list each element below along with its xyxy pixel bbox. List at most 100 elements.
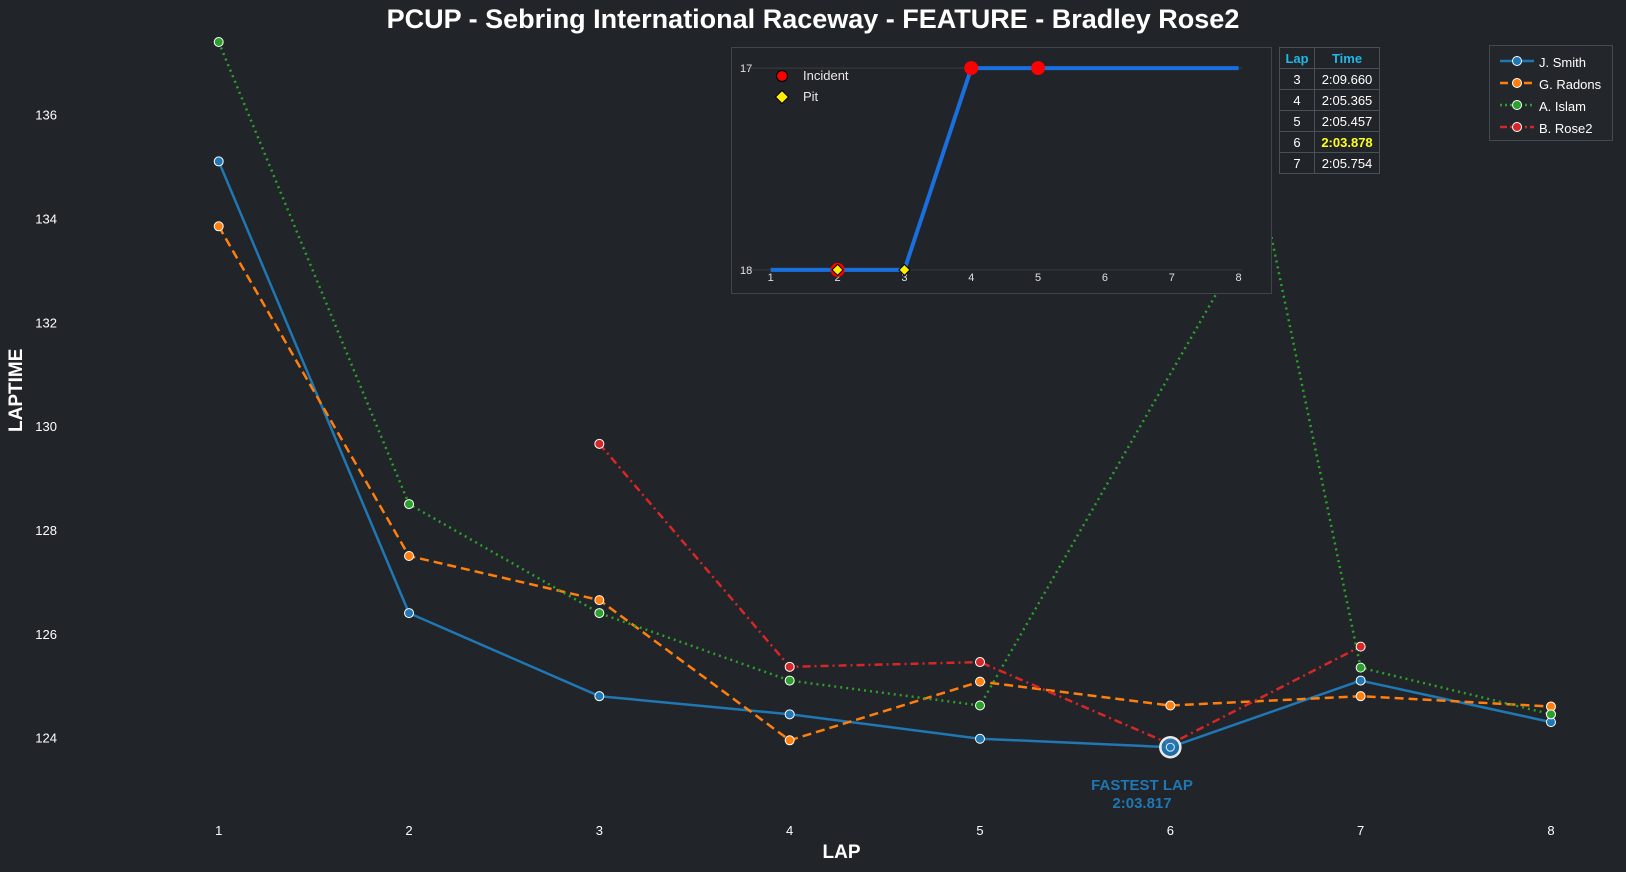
pit-marker-icon [774,89,790,105]
x-axis-label: LAP [822,842,861,863]
table-row: 6 2:03.878 [1279,131,1380,153]
table-row: 5 2:05.457 [1279,110,1380,132]
table-cell-time: 2:05.457 [1314,110,1380,132]
inset-legend-label: Incident [803,68,849,83]
y-tick-label: 128 [35,523,57,538]
series-line [598,442,1362,746]
x-tick-label: 4 [786,823,793,838]
table-cell-time-fastest: 2:03.878 [1314,131,1380,153]
fastest-lap-time: 2:03.817 [1112,795,1172,812]
x-tick-label: 8 [1547,823,1554,838]
table-row: 4 2:05.365 [1279,89,1380,111]
incident-marker [964,61,979,76]
x-tick-label: 7 [1357,823,1364,838]
table-header-row: Lap Time [1279,47,1380,69]
legend-item-j-smith[interactable]: J. Smith [1490,51,1612,73]
pit-marker [831,263,844,277]
data-point [784,735,795,746]
series-line [217,225,1552,742]
x-tick-label: 5 [976,823,983,838]
data-point [404,550,415,561]
data-point [594,691,605,702]
table-cell-lap: 4 [1279,89,1315,111]
table-row: 7 2:05.754 [1279,152,1380,174]
chart-legend: J. Smith G. Radons A. Islam B. Rose2 [1489,45,1613,141]
data-point [1355,691,1366,702]
position-chart: 17 18 1 2 3 4 5 6 7 8 [740,61,1242,284]
data-point [594,595,605,606]
data-point [594,438,605,449]
x-tick-label: 2 [405,823,412,838]
data-point [594,608,605,619]
inset-legend-label: Pit [803,89,819,104]
table-cell-lap: 6 [1279,131,1315,153]
data-point [975,676,985,687]
data-point [1165,700,1176,711]
data-point [975,657,985,668]
table-cell-lap: 3 [1279,68,1315,90]
inset-x-tick-label: 7 [1169,272,1175,284]
x-tick-label: 6 [1167,823,1174,838]
legend-label: J. Smith [1539,55,1586,70]
data-point [784,709,795,720]
series-line [217,160,1552,749]
legend-item-g-radons[interactable]: G. Radons [1490,73,1612,95]
data-point [213,37,224,47]
legend-label: G. Radons [1539,77,1602,92]
table-header-time: Time [1314,47,1380,69]
inset-x-tick-label: 2 [835,272,841,284]
incident-marker-icon [775,69,789,83]
data-point [1355,641,1366,652]
inset-x-tick-label: 8 [1236,272,1242,284]
data-point [1545,709,1556,720]
data-point [213,221,224,232]
lap-times-table: Lap Time 3 2:09.660 4 2:05.365 5 2:05.45… [1279,47,1380,174]
data-point [404,499,415,510]
data-point [784,661,795,672]
inset-x-tick-label: 5 [1035,272,1041,284]
legend-line-dashed-icon [1500,78,1534,88]
y-tick-label: 136 [35,108,57,123]
legend-item-a-islam[interactable]: A. Islam [1490,95,1612,117]
inset-x-tick-label: 6 [1102,272,1108,284]
inset-y-tick-label: 17 [740,63,752,75]
legend-line-dashdot-icon [1500,122,1534,132]
y-tick-label: 130 [35,419,57,434]
data-point [1355,675,1366,686]
table-cell-time: 2:09.660 [1314,68,1380,90]
data-point [404,608,415,619]
table-row: 3 2:09.660 [1279,68,1380,90]
table-cell-time: 2:05.365 [1314,89,1380,111]
data-point [213,156,224,167]
table-cell-time: 2:05.754 [1314,152,1380,174]
table-cell-lap: 7 [1279,152,1315,174]
x-tick-label: 1 [215,823,222,838]
position-inset-panel: 17 18 1 2 3 4 5 6 7 8 Incident Pit [731,47,1272,294]
legend-label: A. Islam [1539,99,1586,114]
legend-item-b-rose2[interactable]: B. Rose2 [1490,117,1612,139]
y-tick-label: 132 [35,315,57,330]
table-header-lap: Lap [1279,47,1315,69]
legend-line-dotted-icon [1500,100,1534,110]
incident-marker [1031,61,1046,76]
inset-x-tick-label: 1 [768,272,774,284]
position-line [770,66,1239,272]
fastest-lap-label: FASTEST LAP [1091,777,1193,794]
series-line [217,41,1552,716]
fastest-lap-annotation: FASTEST LAP 2:03.817 [1042,777,1242,813]
inset-x-tick-label: 4 [968,272,974,284]
data-point [975,733,985,744]
y-tick-label: 126 [35,627,57,642]
inset-x-tick-label: 3 [901,272,907,284]
legend-label: B. Rose2 [1539,121,1593,136]
pit-marker [898,263,911,277]
x-tick-label: 3 [596,823,603,838]
chart-title: PCUP - Sebring International Raceway - F… [386,4,1240,34]
y-tick-label: 124 [35,731,57,746]
y-axis-label: LAPTIME [6,348,27,432]
inset-y-tick-label: 18 [740,265,752,277]
data-point [784,675,795,686]
table-cell-lap: 5 [1279,110,1315,132]
data-point [1355,662,1366,673]
